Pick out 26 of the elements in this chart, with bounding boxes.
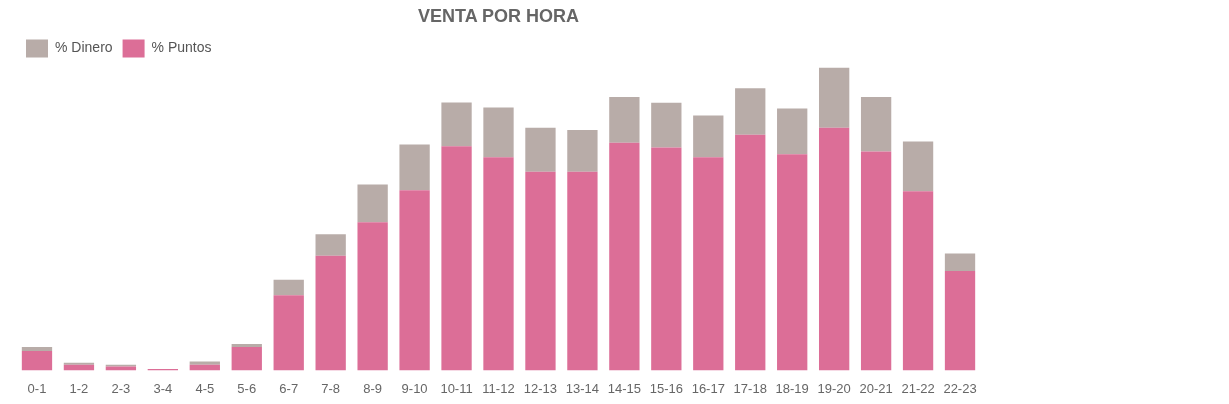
x-tick-label: 16-17 (691, 380, 725, 396)
x-tick-label: 11-12 (482, 380, 515, 396)
legend-label: % Puntos (151, 39, 212, 56)
x-tick-label: 10-11 (440, 380, 473, 396)
x-tick-label: 15-16 (649, 380, 683, 396)
chart-title: VENTA POR HORA (417, 5, 580, 26)
x-tick-label: 14-15 (607, 380, 641, 396)
x-tick-label: 6-7 (279, 380, 299, 396)
x-tick-label: 12-13 (523, 380, 558, 396)
x-tick-label: 2-3 (111, 380, 131, 396)
x-tick-label: 20-21 (859, 380, 893, 396)
x-tick-label: 9-10 (401, 380, 428, 396)
x-tick-label: 3-4 (153, 380, 173, 396)
x-tick-label: 22-23 (943, 380, 977, 396)
x-tick-label: 4-5 (195, 380, 215, 396)
x-tick-label: 5-6 (237, 380, 257, 396)
x-tick-label: 18-19 (775, 380, 809, 396)
x-tick-label: 21-22 (901, 380, 935, 396)
x-tick-label: 17-18 (733, 380, 767, 396)
x-tick-label: 7-8 (321, 380, 341, 396)
x-tick-label: 0-1 (27, 380, 47, 396)
x-tick-label: 13-14 (565, 380, 600, 396)
x-tick-label: 19-20 (817, 380, 851, 396)
x-tick-label: 1-2 (69, 380, 89, 396)
legend-label: % Dinero (55, 39, 113, 56)
x-tick-label: 8-9 (363, 380, 383, 396)
